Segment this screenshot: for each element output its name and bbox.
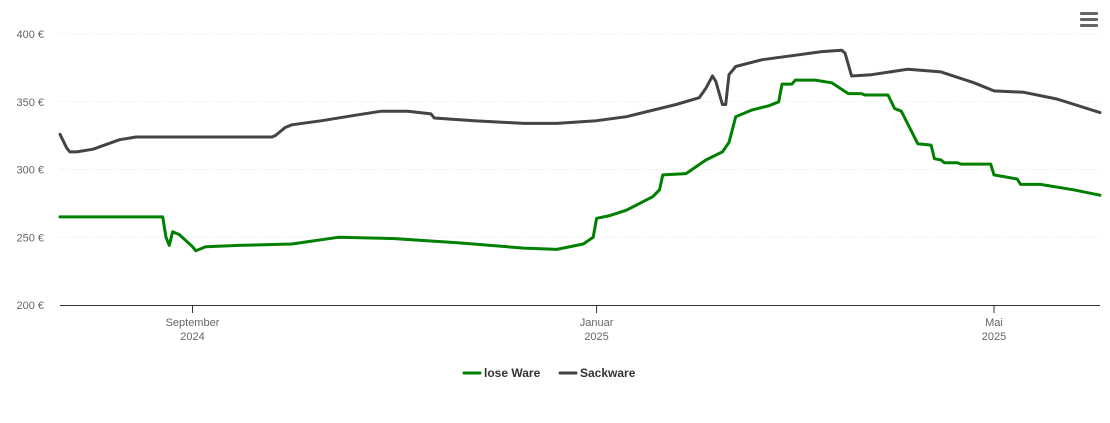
y-tick-label: 250 € [16, 232, 44, 244]
y-tick-label: 300 € [16, 165, 44, 177]
legend-item-sackware[interactable]: Sackware [558, 366, 636, 380]
x-tick-month: September [166, 317, 220, 329]
y-tick-label: 350 € [16, 97, 44, 109]
legend-item-lose-ware[interactable]: lose Ware [462, 366, 541, 380]
x-tick-year: 2025 [584, 331, 608, 343]
axes: 200 € 250 € 300 € 350 € 400 € September 2024 Ja… [16, 29, 1100, 343]
chart-menu-icon[interactable] [1078, 10, 1100, 32]
series-layer [58, 48, 1102, 253]
legend: lose Ware Sackware [462, 366, 636, 380]
legend-label: lose Ware [484, 366, 541, 380]
series-line-sackware[interactable] [58, 48, 1102, 154]
series-line-lose-ware[interactable] [58, 78, 1102, 253]
legend-label: Sackware [580, 366, 636, 380]
x-tick-month: Mai [985, 317, 1003, 329]
grid [60, 33, 1100, 238]
x-tick-year: 2024 [180, 331, 204, 343]
y-tick-label: 200 € [16, 300, 44, 312]
y-tick-label: 400 € [16, 29, 44, 41]
x-tick-year: 2025 [982, 331, 1006, 343]
x-tick-month: Januar [580, 317, 614, 329]
